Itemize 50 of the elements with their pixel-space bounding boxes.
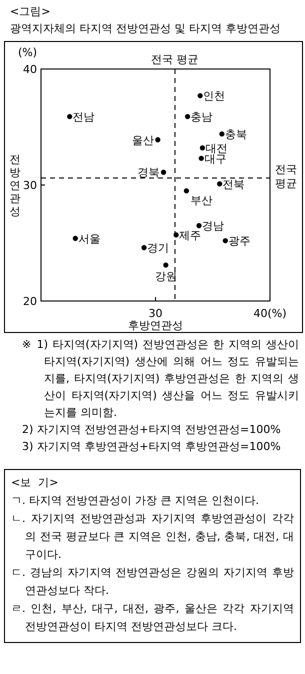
point	[174, 232, 179, 238]
text: ㄱ. 타지역 전방연관성이 가장 큰 지역은 인천이다.	[11, 493, 260, 509]
series-label: 경북	[138, 166, 160, 180]
point	[155, 137, 160, 142]
text: ㄹ. 인천, 부산, 대구, 대전, 광주, 울산은 각각 자기지역 전방연관성이 타지역 전방연관성보다 크다.	[11, 601, 294, 635]
point	[219, 131, 225, 137]
point	[217, 181, 222, 186]
series-label: 전남	[72, 110, 95, 124]
text: 2) 자기지역 전방연관성+타지역 전방연관성=100%	[21, 422, 282, 438]
series-label: 강원	[154, 270, 177, 284]
point	[222, 238, 228, 244]
point	[198, 156, 204, 161]
x-axis-title: 후방연관성	[128, 319, 183, 332]
point	[200, 145, 206, 150]
ref-line-label: 전국 평균	[151, 53, 199, 66]
series-label: 대전	[205, 142, 228, 155]
point	[198, 93, 203, 98]
series-label: 서울	[78, 232, 100, 246]
text: ㄷ. 경남의 자기지역 전방연관성은 강원의 자기지역 후방연관성보다 작다.	[11, 565, 294, 599]
ref-line-label: 전국 평균	[275, 163, 297, 190]
chart-subtitle: <그림>	[10, 4, 52, 20]
point	[184, 114, 190, 120]
text: (%)	[18, 46, 37, 59]
series-label: 인천	[203, 90, 226, 103]
series-label: 울산	[132, 134, 154, 147]
series-label: 경기	[147, 242, 170, 255]
point	[163, 262, 168, 268]
text: <보 기>	[11, 475, 60, 491]
y-axis-title: 전방연관성	[10, 153, 20, 218]
series-label: 충남	[190, 110, 213, 124]
y-tick-label: 40	[23, 63, 37, 76]
text: ※ 1) 타지역(자기지역) 전방연관성은 한 지역의 생산이 타지역(자기지역) 생산에 의해 어느 정도 유발되는지를, 타지역(자기지역) 후방연관성은 한 지역의 생산이 타지역(자기지역) 생산을 어느 정도 유발시키는지를 의미함.	[21, 337, 299, 421]
series-label: 제주	[179, 228, 202, 242]
y-tick-label: 20	[23, 295, 37, 308]
point	[72, 236, 78, 241]
point	[67, 114, 72, 120]
point	[196, 223, 202, 228]
series-label: 부산	[190, 194, 212, 207]
chart-title: 광역지자체의 타지역 전방연관성 및 타지역 후방연관성	[10, 21, 282, 37]
series-label: 광주	[228, 234, 250, 248]
text: ㄴ. 자기지역 전방연관성과 자기지역 후방연관성이 각각의 전국 평균보다 큰 지역은 인천, 충남, 충북, 대전, 대구이다.	[11, 511, 294, 563]
series-label: 전북	[222, 178, 245, 191]
x-tick-label: 40(%)	[253, 307, 287, 320]
text: 3) 자기지역 후방연관성+타지역 후방연관성=100%	[21, 439, 282, 455]
point	[184, 188, 190, 194]
point	[160, 170, 166, 175]
series-label: 충북	[224, 128, 247, 141]
series-label: 경남	[202, 220, 224, 233]
point	[141, 245, 147, 250]
y-tick-label: 30	[23, 179, 37, 192]
